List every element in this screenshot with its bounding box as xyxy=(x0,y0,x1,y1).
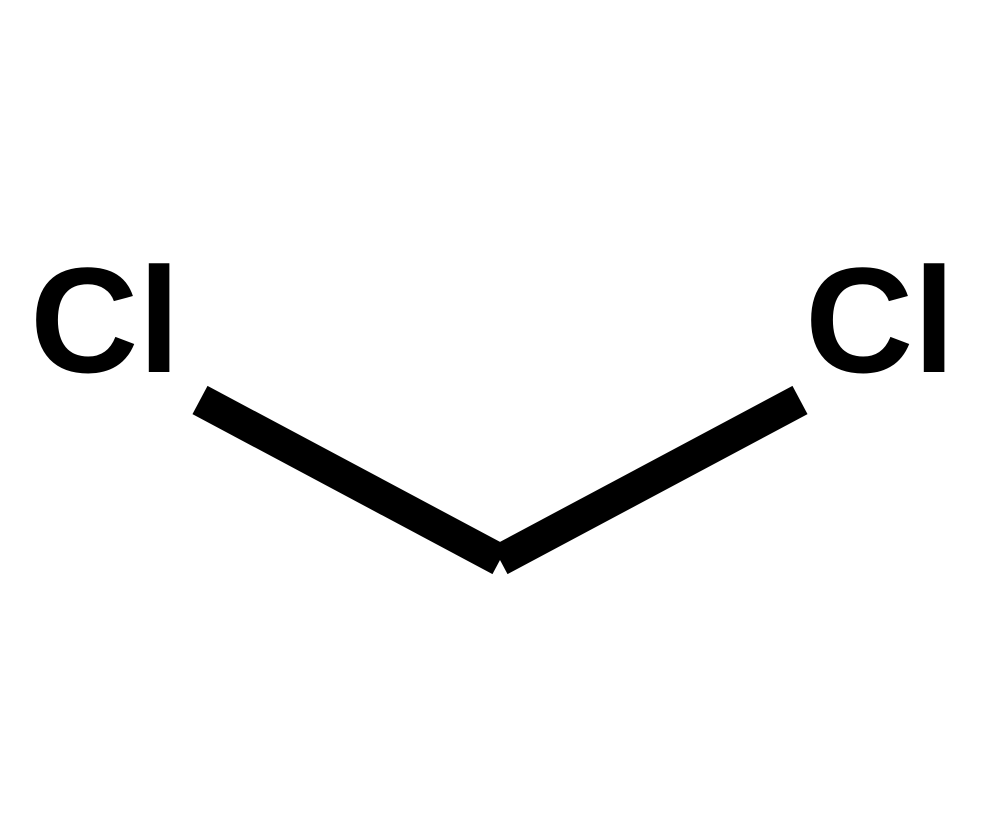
bond-left xyxy=(192,386,507,574)
molecule-diagram: Cl Cl xyxy=(0,0,1000,818)
atom-cl-left: Cl xyxy=(30,245,180,395)
atom-cl-right: Cl xyxy=(805,245,955,395)
bond-right xyxy=(492,386,807,574)
